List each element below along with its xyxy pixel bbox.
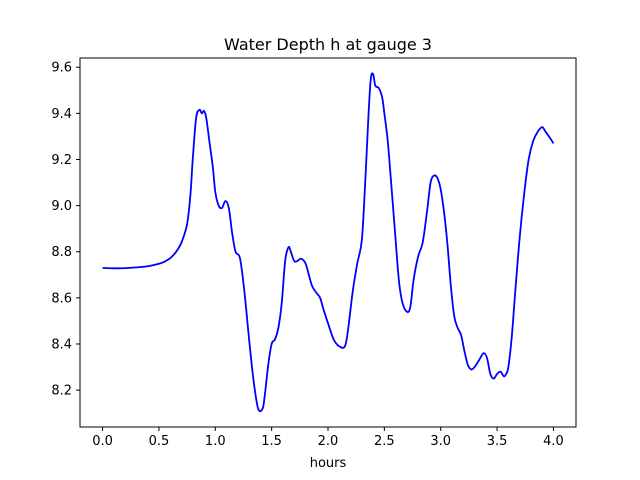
x-axis-label: hours	[310, 456, 347, 471]
x-tick-label: 2.5	[374, 434, 395, 449]
y-tick-label: 9.4	[51, 107, 72, 122]
axes: 0.0 0.5 1.0 1.5 2.0 2.5 3.0 3.5 4.0 8.2 8.4 8.6 8.8 9…	[51, 61, 563, 449]
x-tick-label: 3.0	[430, 434, 451, 449]
series-line-water-depth	[102, 72, 555, 413]
x-tick-label: 1.0	[205, 434, 226, 449]
y-tick-label: 9.6	[51, 61, 72, 76]
y-tick-label: 8.2	[51, 384, 72, 399]
y-tick-label: 9.0	[51, 199, 72, 214]
y-tick-label: 9.2	[51, 153, 72, 168]
y-tick-label: 8.6	[51, 291, 72, 306]
x-tick-label: 0.5	[149, 434, 170, 449]
x-tick-label: 0.0	[92, 434, 113, 449]
x-tick-label: 3.5	[487, 434, 508, 449]
y-tick-label: 8.8	[51, 245, 72, 260]
x-tick-label: 2.0	[318, 434, 339, 449]
x-tick-label: 4.0	[543, 434, 564, 449]
plot-frame	[79, 57, 577, 428]
y-tick-label: 8.4	[51, 337, 72, 352]
x-tick-label: 1.5	[261, 434, 282, 449]
chart-title: Water Depth h at gauge 3	[224, 35, 432, 54]
